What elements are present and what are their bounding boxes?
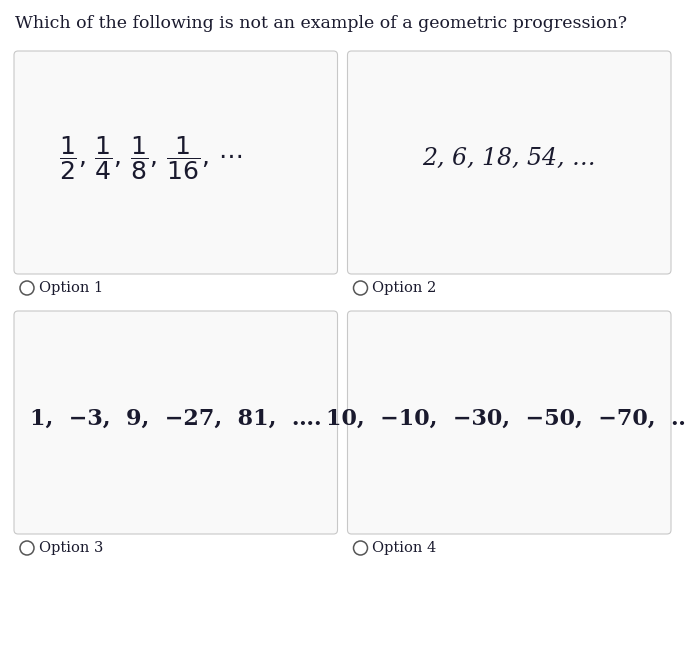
FancyBboxPatch shape — [14, 311, 338, 534]
Text: 10,  −10,  −30,  −50,  −70,  …: 10, −10, −30, −50, −70, … — [325, 408, 685, 430]
Text: 2, 6, 18, 54, …: 2, 6, 18, 54, … — [423, 147, 596, 170]
Text: $\dfrac{1}{2},\, \dfrac{1}{4},\, \dfrac{1}{8},\, \dfrac{1}{16},\, \cdots$: $\dfrac{1}{2},\, \dfrac{1}{4},\, \dfrac{… — [59, 135, 242, 183]
Text: Option 1: Option 1 — [39, 281, 103, 295]
Text: Option 4: Option 4 — [373, 541, 437, 555]
FancyBboxPatch shape — [347, 311, 671, 534]
Text: Option 3: Option 3 — [39, 541, 103, 555]
FancyBboxPatch shape — [347, 51, 671, 274]
FancyBboxPatch shape — [14, 51, 338, 274]
Text: Which of the following is not an example of a geometric progression?: Which of the following is not an example… — [15, 15, 627, 32]
Text: 1,  −3,  9,  −27,  81,  ….: 1, −3, 9, −27, 81, …. — [30, 408, 321, 430]
Text: Option 2: Option 2 — [373, 281, 437, 295]
